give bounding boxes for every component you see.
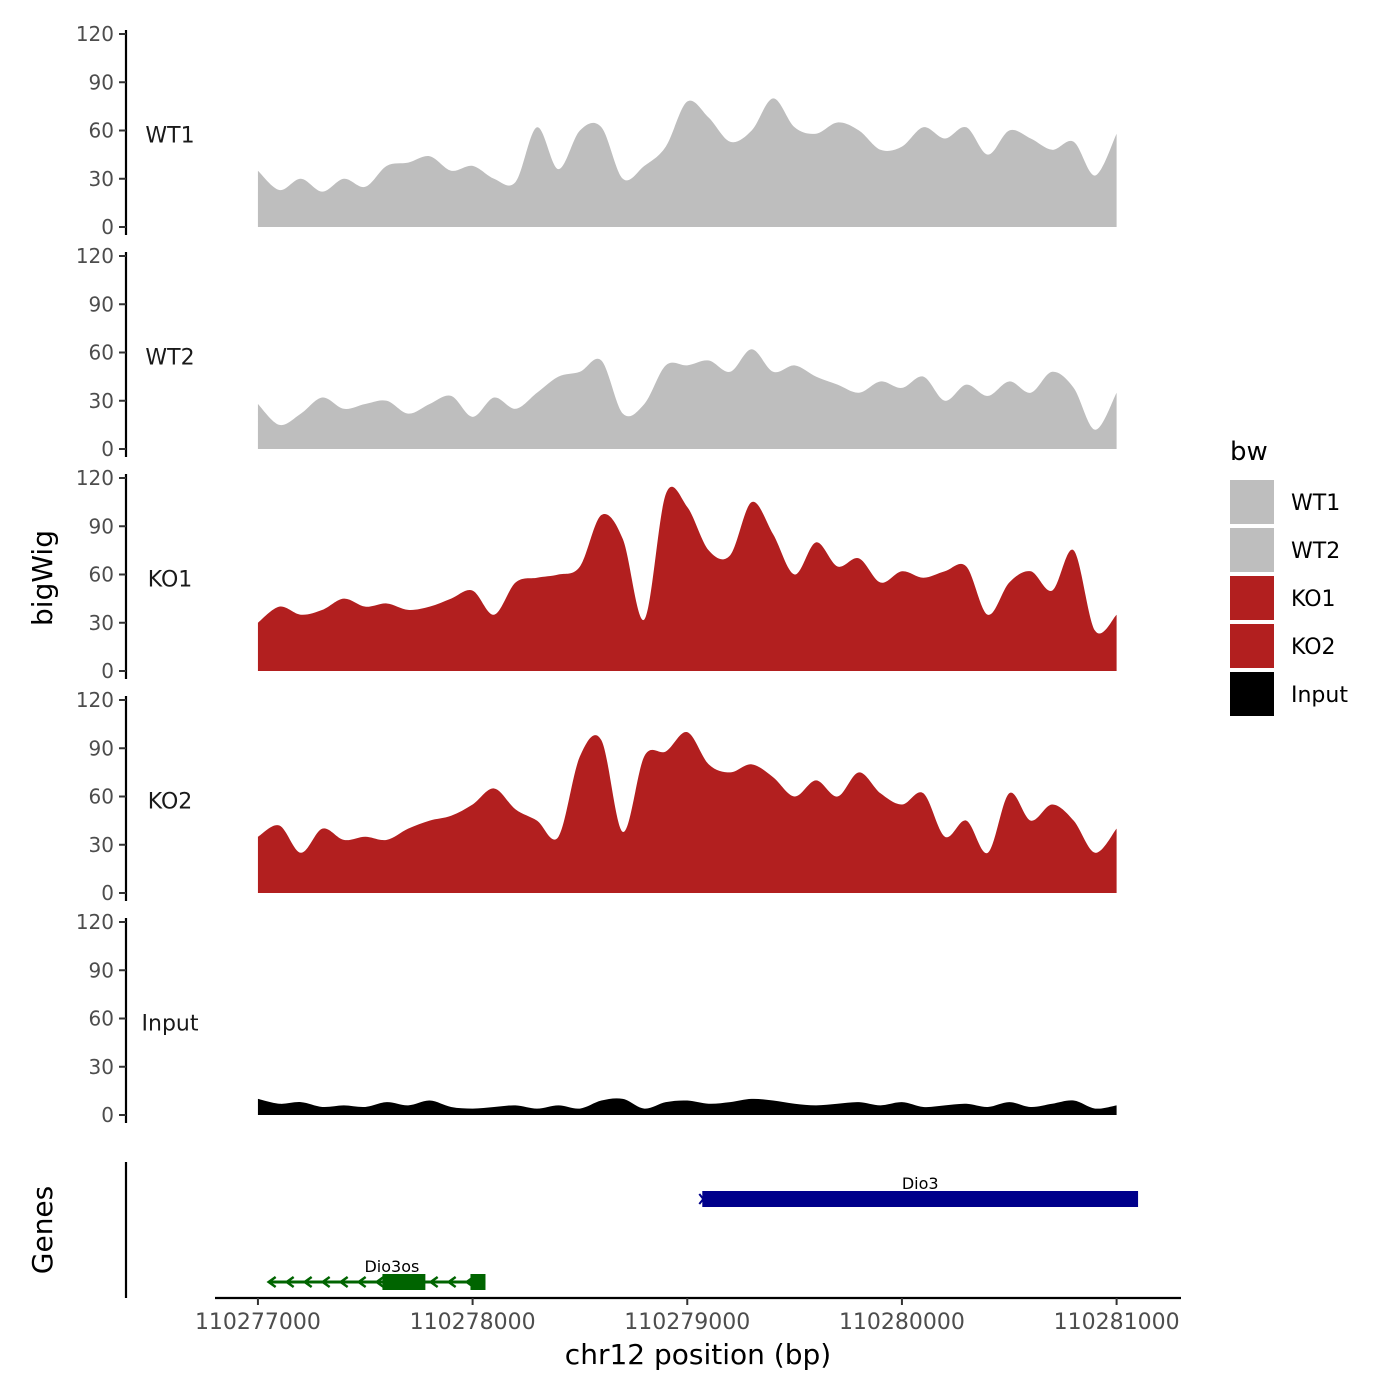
genes-axis-title: Genes [26, 1186, 59, 1274]
gene-start-mark [698, 1193, 709, 1205]
legend-label: WT2 [1291, 539, 1340, 564]
y-tick-label: 0 [101, 215, 114, 239]
track-wt2: 0 30 60 90 120 WT2 [76, 244, 1117, 461]
y-tick-label: 90 [89, 514, 114, 538]
area-wt1 [257, 98, 1117, 227]
strand-arrow [302, 1275, 313, 1289]
y-tick-label: 90 [89, 736, 114, 760]
track-label: Input [142, 1012, 199, 1037]
legend-key-input [1230, 672, 1274, 716]
strand-arrow [446, 1275, 457, 1289]
gene-label: Dio3 [902, 1174, 939, 1193]
track-label: WT2 [145, 346, 194, 371]
y-tick-label: 120 [76, 244, 114, 268]
strand-arrow [356, 1275, 367, 1289]
area-input [257, 1098, 1117, 1115]
y-tick-label: 0 [101, 437, 114, 461]
track-label: KO2 [148, 790, 193, 815]
y-tick-label: 30 [89, 389, 114, 413]
y-tick-label: 60 [89, 785, 114, 809]
y-tick-label: 30 [89, 1055, 114, 1079]
y-tick-label: 120 [76, 22, 114, 46]
y-tick-label: 120 [76, 688, 114, 712]
legend-label: KO2 [1291, 635, 1336, 660]
x-tick-label: 110278000 [410, 1310, 536, 1335]
legend-key-wt2 [1230, 528, 1274, 572]
track-wt1: 0 30 60 90 120 WT1 [76, 22, 1117, 239]
x-tick-label: 110280000 [839, 1310, 965, 1335]
x-tick-label: 110281000 [1054, 1310, 1180, 1335]
y-tick-label: 90 [89, 70, 114, 94]
signal-tracks: 0306090120WT10306090120WT20306090120KO10… [76, 22, 1117, 1127]
area-ko1 [257, 486, 1117, 671]
legend-label: Input [1291, 683, 1348, 708]
area-ko2 [257, 731, 1117, 893]
y-tick-label: 60 [89, 1007, 114, 1031]
track-input: 0 30 60 90 120 Input [76, 910, 1117, 1127]
strand-arrow [284, 1275, 295, 1289]
gene-label: Dio3os [364, 1257, 419, 1276]
track-label: KO1 [148, 568, 193, 593]
y-axis-title: bigWig [26, 530, 59, 626]
x-tick-label: 110279000 [624, 1310, 750, 1335]
gene-exon [382, 1274, 426, 1290]
x-axis: 110277000 110278000 110279000 110280000 1102… [195, 1296, 1181, 1335]
legend: bw WT1 WT2 KO1 KO2 Input [1230, 437, 1348, 716]
legend-title: bw [1230, 437, 1268, 467]
y-tick-label: 60 [89, 119, 114, 143]
strand-arrow [374, 1275, 385, 1289]
y-tick-label: 60 [89, 563, 114, 587]
gene-track: Dio3 Dio3os [124, 1162, 1139, 1298]
y-tick-label: 0 [101, 659, 114, 683]
gene-body [702, 1191, 1139, 1207]
strand-arrow [428, 1275, 439, 1289]
y-tick-label: 30 [89, 833, 114, 857]
strand-arrow [320, 1275, 331, 1289]
legend-label: WT1 [1291, 491, 1340, 516]
x-tick-label: 110277000 [195, 1310, 321, 1335]
gene-dio3os: Dio3os [266, 1257, 486, 1290]
strand-arrow [266, 1275, 277, 1289]
gene-dio3: Dio3 [698, 1174, 1139, 1207]
strand-arrow [338, 1275, 349, 1289]
track-ko2: 0 30 60 90 120 KO2 [76, 688, 1117, 905]
area-wt2 [257, 349, 1117, 449]
y-tick-label: 120 [76, 466, 114, 490]
legend-label: KO1 [1291, 587, 1336, 612]
gene-exon [470, 1274, 486, 1290]
track-label: WT1 [145, 124, 194, 149]
y-tick-label: 90 [89, 292, 114, 316]
legend-key-ko1 [1230, 576, 1274, 620]
legend-key-wt1 [1230, 480, 1274, 524]
y-tick-label: 30 [89, 611, 114, 635]
y-tick-label: 60 [89, 341, 114, 365]
track-ko1: 0 30 60 90 120 KO1 [76, 466, 1117, 683]
legend-key-ko2 [1230, 624, 1274, 668]
y-tick-label: 30 [89, 167, 114, 191]
x-axis-title: chr12 position (bp) [565, 1338, 831, 1371]
y-tick-label: 120 [76, 910, 114, 934]
y-tick-label: 90 [89, 958, 114, 982]
y-tick-label: 0 [101, 881, 114, 905]
y-tick-label: 0 [101, 1103, 114, 1127]
